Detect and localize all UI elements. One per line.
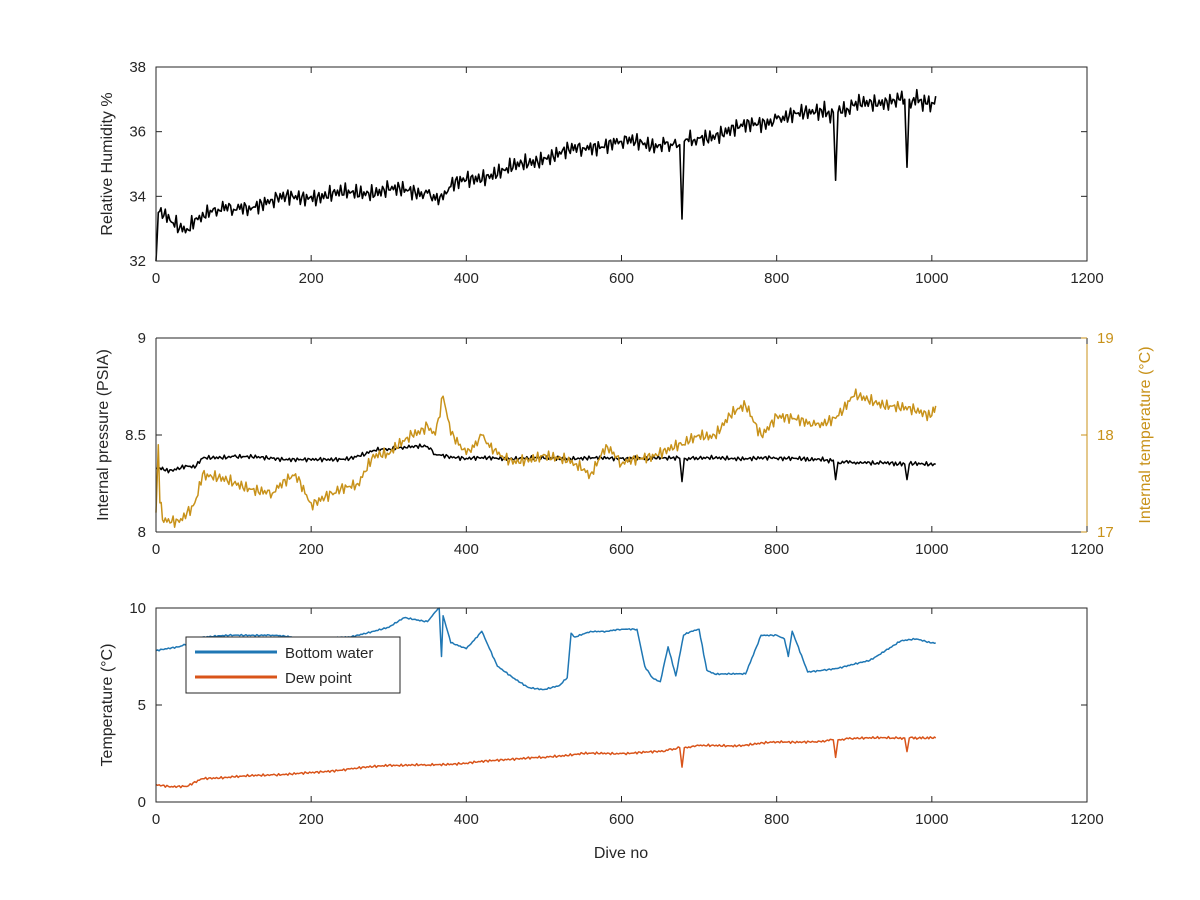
y-tick-label: 9 bbox=[138, 330, 146, 347]
x-tick-label: 400 bbox=[454, 811, 479, 828]
temperature-subplot: 0 200 400 600 800 1000 1200 0 5 10 Temperature (°… bbox=[99, 600, 1104, 862]
x-tick-label: 400 bbox=[454, 270, 479, 287]
humidity-main-series-line bbox=[155, 88, 937, 262]
temperature-y-axis-label: Temperature (°C) bbox=[99, 644, 116, 767]
x-tick-label: 800 bbox=[764, 541, 789, 558]
y2-tick-label: 19 bbox=[1097, 330, 1114, 347]
x-axis-label: Dive no bbox=[594, 845, 648, 862]
y2-tick-label: 18 bbox=[1097, 427, 1114, 444]
x-tick-label: 1000 bbox=[915, 270, 948, 287]
pressure-temperature-right-series-line bbox=[155, 388, 937, 528]
y-tick-label: 34 bbox=[129, 188, 146, 205]
x-tick-label: 1000 bbox=[915, 811, 948, 828]
pressure-temperature-series-lines bbox=[155, 388, 937, 528]
x-tick-label: 400 bbox=[454, 541, 479, 558]
internal-temperature-y-axis-label: Internal temperature (°C) bbox=[1137, 346, 1154, 523]
x-tick-label: 800 bbox=[764, 270, 789, 287]
y-tick-label: 10 bbox=[129, 600, 146, 617]
humidity-subplot: 0 200 400 600 800 1000 1200 32 34 36 38 Relative H… bbox=[99, 59, 1104, 287]
y-tick-label: 32 bbox=[129, 253, 146, 270]
x-tick-label: 1200 bbox=[1070, 270, 1103, 287]
pressure-temperature-subplot: 0 200 400 600 800 1000 1200 8 8.5 9 17 18 19 Interna… bbox=[95, 330, 1154, 558]
x-tick-label: 800 bbox=[764, 811, 789, 828]
x-tick-label: 200 bbox=[299, 811, 324, 828]
x-tick-label: 600 bbox=[609, 270, 634, 287]
x-tick-label: 1200 bbox=[1070, 811, 1103, 828]
legend-label-dew-point: Dew point bbox=[285, 670, 353, 687]
x-tick-label: 200 bbox=[299, 541, 324, 558]
y-tick-label: 8 bbox=[138, 524, 146, 541]
y-tick-label: 38 bbox=[129, 59, 146, 76]
x-tick-label: 600 bbox=[609, 811, 634, 828]
y-tick-label: 8.5 bbox=[125, 427, 146, 444]
x-tick-label: 1200 bbox=[1070, 541, 1103, 558]
humidity-series-lines bbox=[155, 88, 937, 262]
x-tick-label: 0 bbox=[152, 541, 160, 558]
pressure-temperature-ticks: 0 200 400 600 800 1000 1200 8 8.5 9 17 18 19 bbox=[125, 330, 1114, 558]
humidity-y-axis-label: Relative Humidity % bbox=[99, 92, 116, 235]
x-tick-label: 1000 bbox=[915, 541, 948, 558]
legend-label-bottom-water: Bottom water bbox=[285, 645, 373, 662]
x-tick-label: 200 bbox=[299, 270, 324, 287]
y2-tick-label: 17 bbox=[1097, 524, 1114, 541]
y-tick-label: 36 bbox=[129, 124, 146, 141]
y-tick-label: 5 bbox=[138, 697, 146, 714]
y-tick-label: 0 bbox=[138, 794, 146, 811]
legend-box bbox=[185, 636, 401, 694]
x-tick-label: 0 bbox=[152, 270, 160, 287]
temperature-ticks: 0 200 400 600 800 1000 1200 0 5 10 bbox=[129, 600, 1103, 828]
x-tick-label: 600 bbox=[609, 541, 634, 558]
x-tick-label: 0 bbox=[152, 811, 160, 828]
dew-point-series-line bbox=[155, 735, 937, 789]
humidity-ticks: 0 200 400 600 800 1000 1200 32 34 36 38 bbox=[129, 59, 1103, 287]
temperature-legend: Bottom water Dew point bbox=[185, 636, 401, 694]
pressure-y-axis-label: Internal pressure (PSIA) bbox=[95, 349, 112, 521]
